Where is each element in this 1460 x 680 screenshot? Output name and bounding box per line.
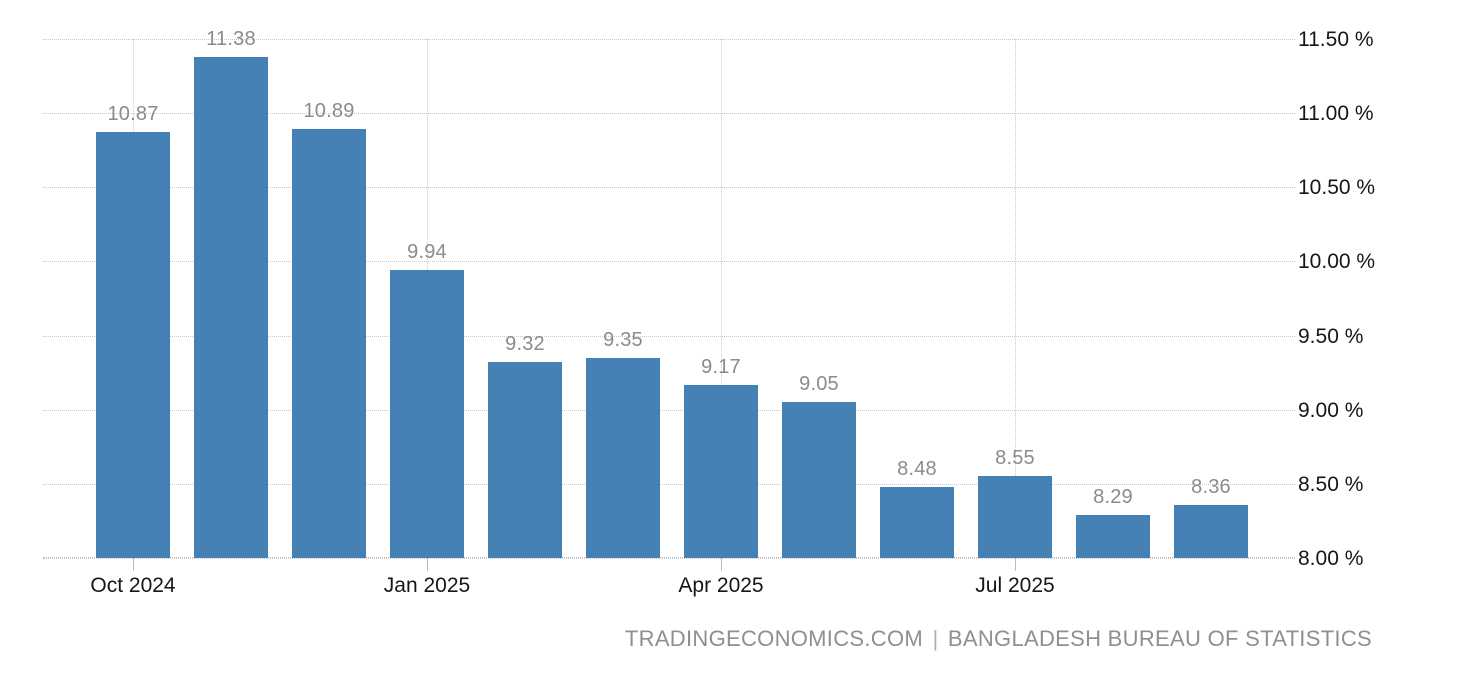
gridline-horizontal bbox=[43, 113, 1295, 115]
x-axis-baseline bbox=[43, 557, 1295, 558]
chart-footer-attribution: TRADINGECONOMICS.COM | BANGLADESH BUREAU… bbox=[0, 626, 1460, 652]
bar-value-label: 9.94 bbox=[407, 241, 447, 264]
bar-value-label: 8.55 bbox=[995, 447, 1035, 470]
x-axis-tick-mark bbox=[133, 558, 134, 571]
x-axis-tick-label: Oct 2024 bbox=[90, 574, 176, 597]
bar[interactable] bbox=[1174, 504, 1248, 558]
gridline-horizontal bbox=[43, 558, 1295, 559]
gridline-vertical bbox=[721, 39, 722, 558]
footer-separator: | bbox=[932, 626, 939, 651]
y-axis-tick-label: 8.00 % bbox=[1298, 547, 1364, 570]
y-axis-tick-label: 8.50 % bbox=[1298, 472, 1364, 496]
x-axis-tick-mark bbox=[1015, 558, 1016, 571]
bar-value-label: 8.29 bbox=[1093, 485, 1133, 508]
bar[interactable] bbox=[96, 132, 170, 558]
bar[interactable] bbox=[880, 486, 954, 558]
bar-value-label: 8.48 bbox=[897, 457, 937, 480]
plot-area bbox=[43, 39, 1295, 559]
gridline-vertical bbox=[1015, 39, 1016, 558]
x-axis-tick-label: Apr 2025 bbox=[678, 574, 764, 597]
bar-value-label: 11.38 bbox=[206, 27, 256, 50]
x-axis-tick-label: Jul 2025 bbox=[975, 574, 1055, 597]
bar-value-label: 9.17 bbox=[701, 355, 741, 378]
x-axis-tick-mark bbox=[721, 558, 722, 571]
bar[interactable] bbox=[684, 384, 758, 558]
bar[interactable] bbox=[1076, 515, 1150, 558]
gridline-horizontal bbox=[43, 335, 1295, 337]
y-axis-tick-label: 10.00 % bbox=[1298, 250, 1376, 274]
y-axis-tick-label: 11.00 % bbox=[1298, 102, 1374, 126]
y-axis-tick-label: 9.50 % bbox=[1298, 324, 1364, 348]
x-axis: Oct 2024 Jan 2025 Apr 2025 Jul 2025 bbox=[0, 558, 1460, 618]
bar-value-label: 9.32 bbox=[505, 333, 545, 356]
x-axis-tick-label: Jan 2025 bbox=[383, 574, 471, 597]
bar-value-label: 10.89 bbox=[303, 100, 355, 123]
bar[interactable] bbox=[292, 129, 366, 558]
bar-value-label: 10.87 bbox=[107, 103, 159, 126]
footer-source-site: TRADINGECONOMICS.COM bbox=[624, 626, 924, 651]
y-axis-tick-label: 9.00 % bbox=[1298, 398, 1364, 422]
gridline-horizontal bbox=[43, 483, 1295, 485]
bar-value-label: 8.36 bbox=[1191, 475, 1231, 498]
gridline-horizontal bbox=[43, 261, 1295, 263]
y-axis-tick-label: 10.50 % bbox=[1298, 176, 1376, 200]
gridline-horizontal bbox=[43, 39, 1295, 40]
bar[interactable] bbox=[488, 362, 562, 558]
gridline-horizontal bbox=[43, 409, 1295, 411]
bar-value-label: 9.05 bbox=[799, 373, 839, 396]
y-axis-tick-label: 11.50 % bbox=[1298, 28, 1374, 51]
y-axis: 11.50 % 11.00 % 10.50 % 10.00 % 9.50 % 9.00 %… bbox=[1298, 0, 1458, 680]
footer-source-org: BANGLADESH BUREAU OF STATISTICS bbox=[947, 626, 1372, 651]
x-axis-tick-mark bbox=[427, 558, 428, 571]
bar[interactable] bbox=[782, 402, 856, 558]
bar[interactable] bbox=[978, 476, 1052, 558]
bar[interactable] bbox=[586, 357, 660, 558]
bar-value-label: 9.35 bbox=[603, 328, 643, 351]
bar[interactable] bbox=[194, 56, 268, 558]
bar[interactable] bbox=[390, 270, 464, 558]
gridline-horizontal bbox=[43, 187, 1295, 189]
